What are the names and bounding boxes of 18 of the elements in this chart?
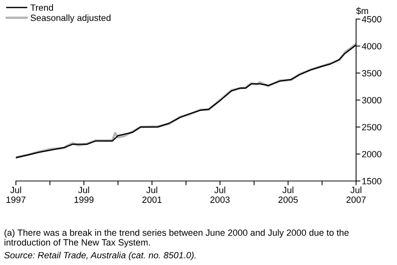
source-note: Source: Retail Trade, Australia (cat. no. 8501.0).: [4, 252, 196, 260]
x-tick-label: Jul 1997: [6, 186, 26, 203]
x-tick-label: Jul 2007: [346, 186, 366, 203]
y-tick-label: 3500: [362, 70, 382, 76]
x-tick-label: Jul 2005: [278, 186, 298, 203]
text: (a) There was a break in the trend series between June 2000 and July 2000 due to the introduction of The New Tax System.: [4, 229, 349, 248]
y-tick-label: 2500: [362, 124, 382, 130]
y-tick-label: 3000: [362, 97, 382, 104]
y-tick-label: 4500: [362, 16, 382, 22]
y-tick-label: 2000: [362, 150, 382, 158]
legend-label: Trend: [30, 4, 53, 11]
x-tick-label: Jul 2001: [142, 186, 162, 203]
y-tick-label: 1500: [362, 178, 382, 184]
legend-label: Seasonally adjusted: [30, 14, 110, 23]
y-axis-title: $m: [356, 7, 368, 15]
x-tick-label: Jul 2003: [210, 186, 230, 203]
y-tick-label: 4000: [362, 43, 382, 50]
x-tick-label: Jul 1999: [74, 186, 94, 203]
